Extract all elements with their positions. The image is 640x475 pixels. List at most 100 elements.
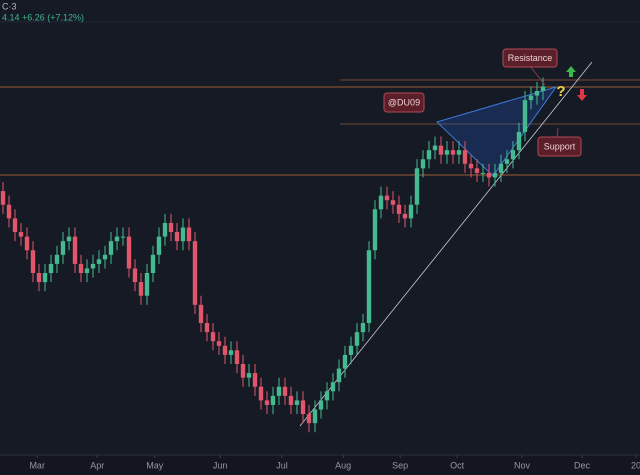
symbol-label: C·3: [2, 1, 17, 11]
candle-body: [30, 250, 36, 273]
candle-body: [426, 150, 432, 160]
candle-body: [366, 250, 372, 324]
candle-body: [192, 241, 198, 305]
candle-body: [420, 159, 426, 169]
down-arrow: [577, 89, 587, 101]
candle-body: [210, 332, 216, 342]
candle-body: [462, 150, 468, 164]
x-tick-label: 20: [631, 460, 640, 470]
candle-body: [468, 163, 474, 169]
candle-body: [294, 400, 300, 405]
candle-body: [312, 409, 318, 424]
candle-body: [450, 150, 456, 155]
candle-body: [246, 373, 252, 378]
candle-body: [492, 172, 498, 178]
candle-body: [384, 195, 390, 201]
candle-body: [498, 163, 504, 173]
candle-body: [336, 368, 342, 383]
trend-line: [299, 61, 593, 427]
candle-body: [348, 345, 354, 355]
candle-body: [504, 159, 510, 164]
price-change: 4.14 +6.26 (+7.12%): [2, 12, 84, 22]
candle-body: [162, 222, 168, 237]
candle-body: [174, 232, 180, 242]
candle-body: [108, 241, 114, 255]
candle-body: [540, 86, 546, 91]
candle-body: [288, 395, 294, 405]
candle-body: [12, 218, 18, 233]
candle-body: [282, 386, 288, 396]
candle-body: [234, 350, 240, 364]
candle-body: [228, 350, 234, 355]
candle-body: [54, 254, 60, 264]
candle-body: [198, 304, 204, 324]
candle-body: [270, 395, 276, 405]
candle-body: [18, 232, 24, 237]
candle-body: [354, 332, 360, 346]
candle-body: [276, 386, 282, 396]
candle-body: [306, 414, 312, 424]
x-tick-label: Nov: [514, 460, 531, 470]
candle-body: [0, 191, 6, 205]
candle-body: [474, 168, 480, 173]
candle-body: [156, 236, 162, 255]
x-tick-label: May: [146, 460, 164, 470]
candle-body: [90, 263, 96, 269]
candle-body: [396, 204, 402, 214]
candle-body: [84, 268, 90, 273]
candle-body: [486, 172, 492, 178]
candle-body: [318, 400, 324, 410]
candle-body: [402, 213, 408, 219]
candle-body: [126, 236, 132, 269]
candle-body: [222, 345, 228, 355]
candle-body: [132, 268, 138, 283]
candle-body: [528, 95, 534, 101]
callout-pointer: [556, 127, 559, 139]
candle-body: [522, 100, 528, 132]
candle-body: [300, 400, 306, 415]
candle-body: [330, 382, 336, 392]
candle-body: [438, 145, 444, 155]
candle-body: [102, 254, 108, 260]
candle-body: [42, 273, 48, 283]
x-tick-label: Dec: [574, 460, 591, 470]
x-tick-label: Apr: [90, 460, 104, 470]
candle-body: [360, 323, 366, 333]
x-tick-label: Jun: [213, 460, 228, 470]
candle-body: [150, 254, 156, 273]
candle-body: [342, 354, 348, 369]
candle-body: [378, 195, 384, 210]
support-label: Support: [544, 141, 576, 151]
author-label: @DU09: [388, 97, 420, 107]
candles: [0, 77, 546, 433]
candle-body: [48, 263, 54, 273]
candle-body: [264, 400, 270, 405]
candle-body: [240, 364, 246, 378]
callout-box: [383, 92, 425, 113]
candle-body: [114, 236, 120, 242]
x-tick-label: Jul: [276, 460, 288, 470]
candle-body: [390, 200, 396, 205]
candle-body: [324, 391, 330, 401]
candle-body: [216, 341, 222, 346]
candle-body: [144, 273, 150, 296]
candle-body: [120, 236, 126, 238]
candle-body: [72, 236, 78, 264]
candle-body: [516, 131, 522, 151]
callout-pointer: [529, 65, 546, 86]
candle-body: [456, 150, 462, 155]
callout-box: [537, 136, 582, 157]
candle-body: [60, 241, 66, 255]
candle-body: [96, 259, 102, 264]
candle-body: [252, 373, 258, 387]
candle-body: [510, 150, 516, 160]
x-tick-label: Sep: [392, 460, 408, 470]
candle-body: [168, 222, 174, 233]
candle-body: [372, 209, 378, 251]
resistance-label: Resistance: [508, 53, 553, 63]
candle-body: [6, 204, 12, 219]
candle-body: [408, 204, 414, 219]
candle-body: [24, 236, 30, 251]
